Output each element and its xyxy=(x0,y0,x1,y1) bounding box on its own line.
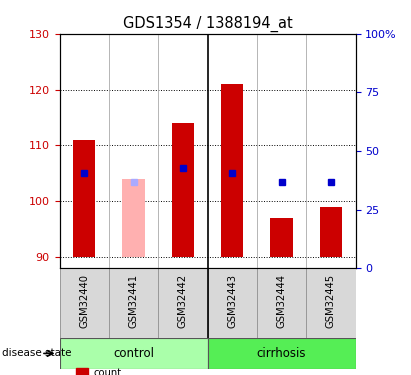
Bar xyxy=(270,218,293,257)
Bar xyxy=(73,140,95,257)
Title: GDS1354 / 1388194_at: GDS1354 / 1388194_at xyxy=(122,16,293,32)
FancyBboxPatch shape xyxy=(306,268,356,338)
Text: count: count xyxy=(94,368,122,375)
FancyBboxPatch shape xyxy=(158,268,208,338)
FancyBboxPatch shape xyxy=(60,268,109,338)
Bar xyxy=(122,179,145,257)
FancyBboxPatch shape xyxy=(208,268,257,338)
Bar xyxy=(221,84,243,257)
Text: GSM32440: GSM32440 xyxy=(79,274,89,328)
Text: GSM32445: GSM32445 xyxy=(326,274,336,328)
Text: GSM32443: GSM32443 xyxy=(227,274,237,328)
Text: disease state: disease state xyxy=(2,348,72,358)
Bar xyxy=(320,207,342,257)
Text: cirrhosis: cirrhosis xyxy=(257,347,306,360)
FancyBboxPatch shape xyxy=(109,268,158,338)
Bar xyxy=(172,123,194,257)
FancyBboxPatch shape xyxy=(208,338,356,369)
Text: GSM32442: GSM32442 xyxy=(178,274,188,328)
FancyBboxPatch shape xyxy=(60,338,208,369)
Text: GSM32441: GSM32441 xyxy=(129,274,139,328)
Text: GSM32444: GSM32444 xyxy=(277,274,286,328)
Text: control: control xyxy=(113,347,154,360)
FancyBboxPatch shape xyxy=(257,268,306,338)
